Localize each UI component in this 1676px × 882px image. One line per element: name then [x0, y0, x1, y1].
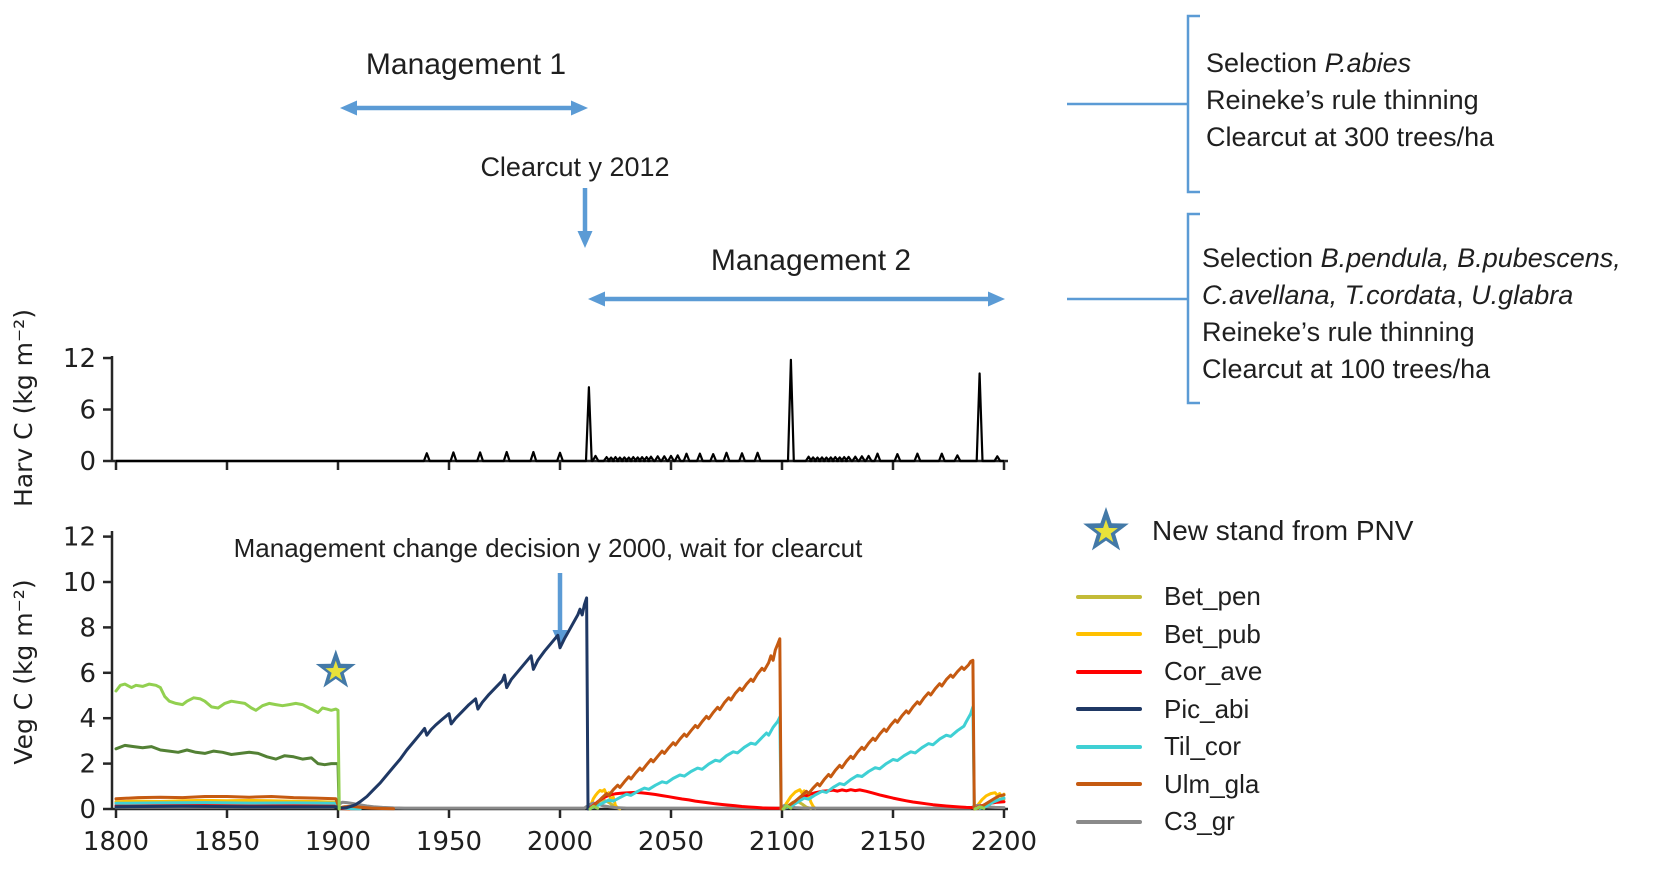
box1-line: Selection P.abies	[1206, 48, 1412, 78]
bracket-box1	[1186, 14, 1200, 194]
legend-item-Pic_abi: Pic_abi	[1076, 691, 1262, 729]
legend-label: Cor_ave	[1164, 656, 1263, 687]
series-line-unlabeled_light_green	[781, 804, 793, 811]
box1-line: Reineke’s rule thinning	[1206, 85, 1479, 115]
legend-line-swatch	[1076, 632, 1142, 637]
legend-line-swatch	[1076, 594, 1142, 599]
legend-label: Bet_pen	[1164, 581, 1261, 612]
arrowhead	[552, 630, 568, 647]
legend-item-C3_gr: C3_gr	[1076, 803, 1262, 841]
legend-line-swatch	[1076, 744, 1142, 749]
y-tick-label: 8	[79, 613, 96, 643]
y-tick-label: 4	[79, 704, 96, 734]
legend-label: Bet_pub	[1164, 618, 1261, 649]
management1-label: Management 1	[365, 48, 567, 81]
arrowhead	[988, 291, 1005, 307]
series-line-harvested-carbon	[116, 358, 1004, 463]
series-line-Ulm_gla	[781, 658, 976, 811]
clearcut-2012-label: Clearcut y 2012	[480, 152, 670, 182]
legend-item-Bet_pen: Bet_pen	[1076, 578, 1262, 616]
x-tick-label: 2200	[971, 827, 1037, 857]
series-line-Pic_abi	[114, 596, 590, 811]
x-tick-label: 1950	[416, 827, 482, 857]
series-line-Cor_ave	[780, 788, 975, 810]
y-tick-label: 2	[79, 750, 96, 780]
arrowhead	[571, 100, 588, 116]
y-axis-label: Veg C (kg m⁻²)	[9, 579, 38, 764]
box2-line: Selection B.pendula, B.pubescens,	[1202, 243, 1621, 273]
series-line-unlabeled_light_green	[114, 682, 341, 811]
legend-item-Ulm_gla: Ulm_gla	[1076, 766, 1262, 804]
x-tick-label: 1850	[194, 827, 260, 857]
pnv-star-label: New stand from PNV	[1152, 515, 1414, 546]
series-line-Til_cor	[781, 705, 976, 811]
legend-star-icon	[1083, 507, 1129, 551]
series-line-unlabeled_dark_green	[114, 743, 341, 811]
y-tick-label: 12	[63, 344, 96, 374]
legend-line-swatch	[1076, 707, 1142, 712]
series-line-Cor_ave	[587, 790, 782, 810]
y-axis-label: Harv C (kg m⁻²)	[9, 309, 38, 507]
legend-line-swatch	[1076, 782, 1142, 787]
x-tick-label: 1800	[83, 827, 149, 857]
y-tick-label: 6	[79, 659, 96, 689]
legend-label: Ulm_gla	[1164, 768, 1260, 799]
legend-line-swatch	[1076, 819, 1142, 824]
bracket-box2	[1186, 212, 1200, 405]
legend-label: Pic_abi	[1164, 693, 1250, 724]
x-tick-label: 2000	[527, 827, 593, 857]
box2-line: C.avellana, T.cordata, U.glabra	[1202, 280, 1574, 310]
y-tick-label: 0	[79, 795, 96, 825]
series-line-Bet_pub	[587, 788, 622, 811]
legend-label: C3_gr	[1164, 806, 1235, 837]
series-line-Til_cor	[587, 715, 783, 811]
y-tick-label: 12	[63, 523, 96, 553]
star-inner	[325, 660, 347, 681]
legend-label: Til_cor	[1164, 731, 1242, 762]
legend-line-swatch	[1076, 669, 1142, 674]
y-tick-label: 10	[63, 568, 96, 598]
star-inner	[1094, 519, 1118, 543]
management2-description-box: Selection B.pendula, B.pubescens, C.avel…	[1202, 240, 1672, 388]
arrowhead	[340, 100, 357, 116]
species-legend: Bet_pen Bet_pub Cor_ave Pic_abi Til_cor Ulm_g…	[1076, 578, 1262, 841]
management1-description-box: Selection P.abies Reineke’s rule thinning…	[1206, 45, 1666, 156]
series-line-unlabeled_light_green	[588, 804, 600, 811]
legend-item-Til_cor: Til_cor	[1076, 728, 1262, 766]
y-tick-label: 6	[79, 396, 96, 426]
new-stand-star-marker	[315, 649, 356, 688]
management-change-note: Management change decision y 2000, wait …	[233, 533, 863, 563]
series-line-Bet_pub	[781, 788, 817, 810]
x-tick-label: 1900	[305, 827, 371, 857]
x-tick-label: 2100	[749, 827, 815, 857]
legend-item-Cor_ave: Cor_ave	[1076, 653, 1262, 691]
arrowhead	[588, 291, 605, 307]
x-tick-label: 2150	[860, 827, 926, 857]
y-tick-label: 0	[79, 447, 96, 477]
series-line-unlabeled_light_green	[973, 805, 986, 811]
box1-line: Clearcut at 300 trees/ha	[1206, 122, 1495, 152]
legend-item-Bet_pub: Bet_pub	[1076, 616, 1262, 654]
management2-label: Management 2	[710, 244, 912, 277]
series-line-Ulm_gla	[587, 637, 783, 811]
x-tick-label: 2050	[638, 827, 704, 857]
box2-line: Clearcut at 100 trees/ha	[1202, 354, 1491, 384]
box2-line: Reineke’s rule thinning	[1202, 317, 1475, 347]
arrowhead	[577, 231, 593, 248]
series-line-Ulm_gla	[114, 795, 395, 811]
